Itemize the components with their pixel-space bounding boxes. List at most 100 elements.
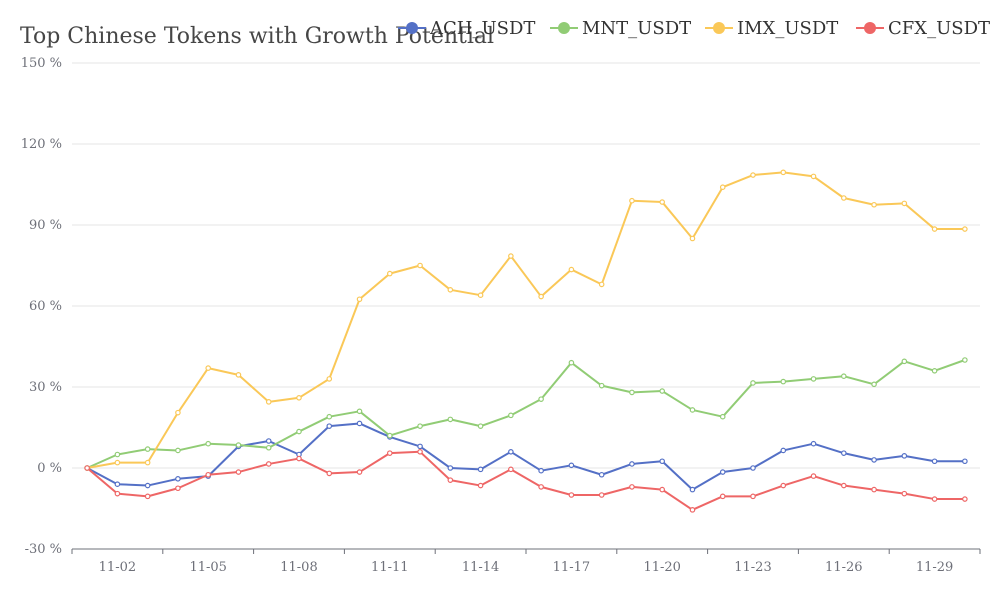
data-point[interactable] (386, 270, 393, 277)
data-point[interactable] (750, 172, 756, 178)
data-point[interactable] (568, 462, 575, 469)
data-point[interactable] (296, 455, 302, 462)
data-point[interactable] (538, 484, 544, 490)
data-point[interactable] (871, 201, 877, 208)
data-point[interactable] (810, 440, 817, 447)
data-point[interactable] (508, 466, 514, 473)
data-point[interactable] (114, 459, 121, 466)
data-point[interactable] (840, 195, 847, 201)
data-point[interactable] (689, 486, 696, 493)
data-point[interactable] (538, 293, 544, 300)
data-point[interactable] (962, 226, 968, 232)
data-point[interactable] (417, 448, 423, 455)
data-point[interactable] (175, 447, 181, 454)
data-point[interactable] (659, 458, 666, 465)
legend-item-ach-usdt[interactable]: ACH_USDT (398, 18, 535, 39)
data-point[interactable] (296, 428, 302, 435)
data-point[interactable] (719, 184, 726, 191)
data-point[interactable] (598, 471, 605, 478)
data-point[interactable] (629, 461, 635, 467)
data-point[interactable] (144, 482, 151, 489)
data-point[interactable] (205, 471, 212, 478)
data-point[interactable] (175, 485, 181, 492)
data-point[interactable] (175, 475, 181, 482)
data-point[interactable] (265, 444, 272, 451)
data-point[interactable] (629, 197, 635, 204)
data-point[interactable] (871, 486, 877, 493)
data-point[interactable] (780, 378, 787, 385)
data-point[interactable] (659, 486, 666, 493)
data-point[interactable] (447, 465, 454, 471)
data-point[interactable] (598, 492, 605, 498)
data-point[interactable] (689, 507, 696, 513)
data-point[interactable] (114, 481, 121, 488)
data-point[interactable] (810, 376, 817, 382)
data-point[interactable] (931, 458, 938, 465)
data-point[interactable] (326, 413, 333, 420)
data-point[interactable] (568, 359, 575, 366)
data-point[interactable] (810, 473, 817, 479)
data-point[interactable] (447, 286, 454, 293)
data-point[interactable] (598, 281, 605, 288)
data-point[interactable] (659, 199, 666, 205)
data-point[interactable] (629, 484, 635, 490)
data-point[interactable] (417, 262, 423, 269)
data-point[interactable] (265, 438, 272, 444)
data-point[interactable] (386, 432, 393, 439)
data-point[interactable] (417, 423, 423, 429)
data-point[interactable] (810, 173, 817, 180)
data-point[interactable] (235, 469, 242, 475)
data-point[interactable] (931, 367, 938, 374)
data-point[interactable] (114, 451, 121, 458)
data-point[interactable] (265, 399, 272, 405)
data-point[interactable] (205, 440, 212, 447)
data-point[interactable] (840, 450, 847, 456)
data-point[interactable] (326, 376, 333, 382)
data-point[interactable] (84, 465, 90, 471)
data-point[interactable] (750, 493, 756, 500)
data-point[interactable] (780, 482, 787, 489)
data-point[interactable] (840, 482, 847, 489)
data-point[interactable] (780, 447, 787, 454)
data-point[interactable] (326, 470, 333, 477)
data-point[interactable] (447, 416, 454, 423)
data-point[interactable] (508, 412, 514, 419)
data-point[interactable] (962, 458, 968, 465)
data-point[interactable] (871, 381, 877, 388)
data-point[interactable] (326, 423, 333, 429)
data-point[interactable] (508, 448, 514, 455)
data-point[interactable] (598, 382, 605, 389)
data-point[interactable] (144, 446, 151, 452)
data-point[interactable] (356, 296, 363, 303)
data-point[interactable] (568, 492, 575, 498)
data-point[interactable] (235, 372, 242, 378)
data-point[interactable] (175, 409, 181, 416)
data-point[interactable] (205, 365, 212, 371)
data-point[interactable] (477, 423, 484, 429)
data-point[interactable] (477, 292, 484, 299)
data-point[interactable] (265, 461, 272, 467)
data-point[interactable] (386, 450, 393, 456)
data-point[interactable] (144, 493, 151, 500)
data-point[interactable] (719, 493, 726, 500)
data-point[interactable] (508, 253, 514, 259)
data-point[interactable] (719, 469, 726, 475)
data-point[interactable] (356, 420, 363, 427)
legend-item-imx-usdt[interactable]: IMX_USDT (705, 18, 838, 39)
data-point[interactable] (144, 459, 151, 466)
data-point[interactable] (931, 496, 938, 502)
data-point[interactable] (901, 490, 908, 497)
data-point[interactable] (659, 388, 666, 394)
data-point[interactable] (780, 169, 787, 176)
data-point[interactable] (901, 358, 908, 365)
data-point[interactable] (538, 467, 544, 474)
data-point[interactable] (750, 380, 756, 386)
data-point[interactable] (568, 266, 575, 273)
data-point[interactable] (477, 482, 484, 489)
data-point[interactable] (719, 413, 726, 420)
data-point[interactable] (962, 496, 968, 502)
data-point[interactable] (931, 226, 938, 232)
data-point[interactable] (750, 465, 756, 471)
data-point[interactable] (689, 235, 696, 242)
data-point[interactable] (689, 407, 696, 413)
